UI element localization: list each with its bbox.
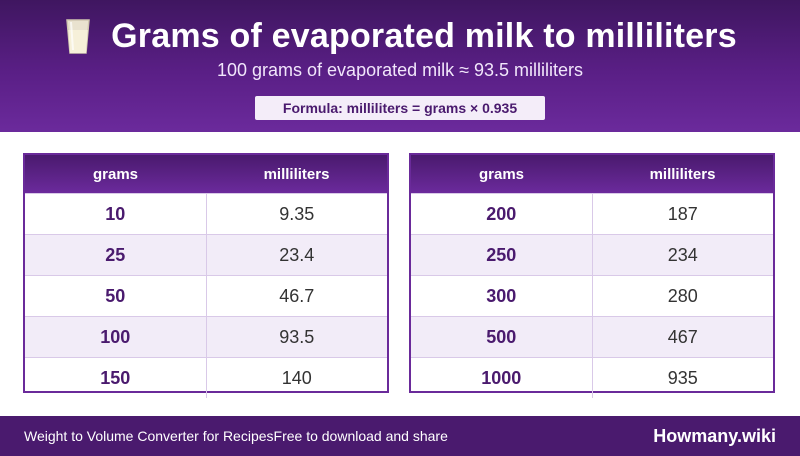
milliliters-cell: 935: [667, 367, 698, 388]
formula-badge: Formula: milliliters = grams × 0.935: [255, 96, 545, 120]
footer: Weight to Volume Converter for RecipesFr…: [0, 416, 800, 456]
column-header-milliliters: milliliters: [649, 165, 716, 183]
milliliters-cell: 93.5: [279, 326, 315, 347]
column-header-milliliters: milliliters: [263, 165, 330, 183]
milliliters-cell: 23.4: [279, 244, 315, 265]
conversion-table-right: grams milliliters 200 187 250 234 300 28…: [409, 153, 775, 398]
page-subtitle: 100 grams of evaporated milk ≈ 93.5 mill…: [216, 60, 584, 80]
header: Grams of evaporated milk to milliliters …: [0, 0, 800, 132]
table-row: 200 187: [411, 193, 773, 234]
site-brand-link[interactable]: Howmany.wiki: [653, 426, 776, 446]
table-row: 1000 935: [411, 357, 773, 398]
milk-glass-icon: [66, 19, 90, 54]
milliliters-cell: 280: [667, 285, 698, 306]
milliliters-cell: 234: [667, 244, 698, 265]
title-row: Grams of evaporated milk to milliliters: [0, 14, 800, 58]
grams-cell: 10: [25, 194, 207, 234]
table-row: 50 46.7: [25, 275, 387, 316]
grams-cell: 25: [25, 235, 207, 275]
grams-cell: 100: [25, 317, 207, 357]
table-row: 150 140: [25, 357, 387, 398]
grams-cell: 200: [411, 194, 593, 234]
page-title: Grams of evaporated milk to milliliters: [111, 16, 737, 55]
grams-cell: 300: [411, 276, 593, 316]
milliliters-cell: 187: [667, 203, 698, 224]
table-row: 25 23.4: [25, 234, 387, 275]
milliliters-cell: 46.7: [279, 285, 315, 306]
milliliters-cell: 140: [281, 367, 312, 388]
table-row: 300 280: [411, 275, 773, 316]
milliliters-cell: 9.35: [279, 203, 315, 224]
table-row: 500 467: [411, 316, 773, 357]
column-header-grams: grams: [478, 165, 525, 183]
footer-tagline: Weight to Volume Converter for RecipesFr…: [24, 428, 448, 444]
grams-cell: 1000: [411, 358, 593, 398]
table-row: 250 234: [411, 234, 773, 275]
conversion-table-left: grams milliliters 10 9.35 25 23.4 50 46.…: [23, 153, 389, 398]
column-header-grams: grams: [92, 165, 139, 183]
grams-cell: 150: [25, 358, 207, 398]
grams-cell: 500: [411, 317, 593, 357]
table-row: 100 93.5: [25, 316, 387, 357]
table-header: grams milliliters: [411, 155, 773, 193]
table-header: grams milliliters: [25, 155, 387, 193]
table-row: 10 9.35: [25, 193, 387, 234]
milliliters-cell: 467: [667, 326, 698, 347]
grams-cell: 50: [25, 276, 207, 316]
grams-cell: 250: [411, 235, 593, 275]
